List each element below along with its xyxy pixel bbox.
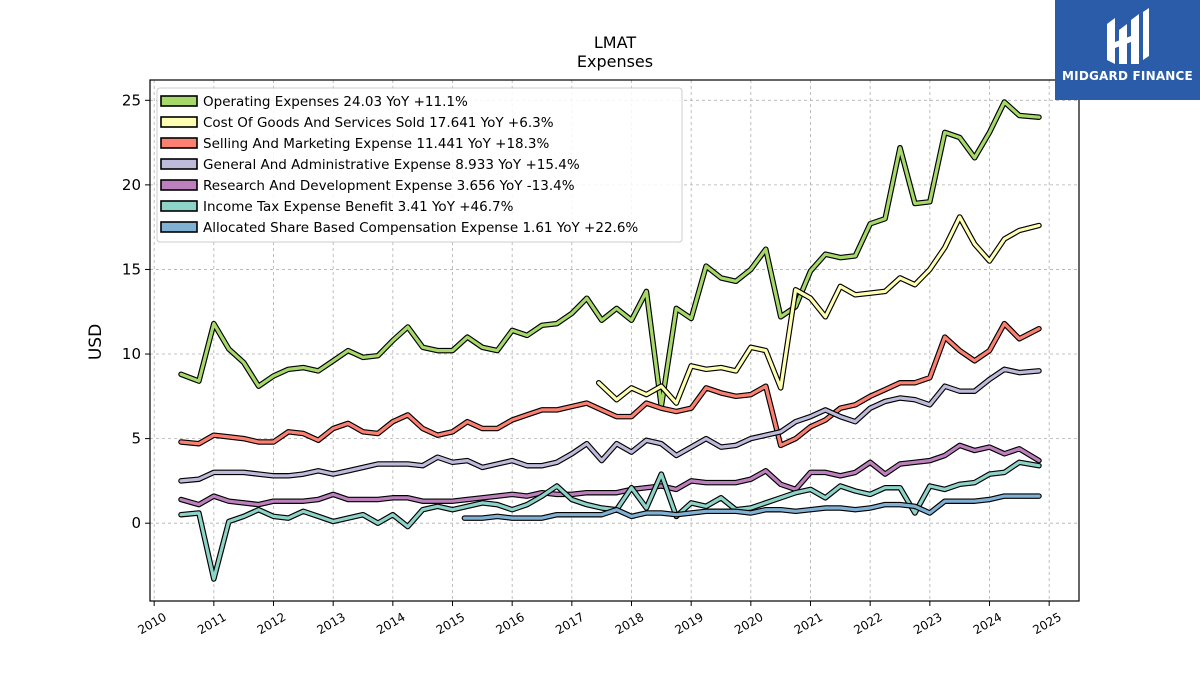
legend-swatch	[160, 158, 198, 170]
legend-swatch	[160, 95, 198, 107]
x-tick-label: 2019	[672, 610, 705, 637]
x-tick-label: 2016	[493, 610, 526, 637]
legend-label: Cost Of Goods And Services Sold 17.641 Y…	[203, 115, 554, 131]
y-tick-label: 0	[131, 514, 141, 532]
legend-swatch	[160, 137, 198, 149]
y-tick-label: 15	[122, 260, 141, 278]
legend-swatch	[160, 116, 198, 128]
chart-title: LMAT	[594, 33, 636, 52]
x-tick-label: 2022	[851, 610, 884, 637]
plot-frame	[149, 79, 1080, 602]
x-tick-label: 2010	[135, 610, 168, 637]
x-tick-label: 2024	[971, 610, 1004, 637]
legend-label: Selling And Marketing Expense 11.441 YoY…	[203, 136, 549, 152]
y-tick-label: 25	[122, 91, 141, 109]
legend-swatch	[160, 200, 198, 212]
legend-swatch	[160, 221, 198, 233]
series-line	[179, 460, 1041, 581]
series-4	[178, 442, 1042, 508]
y-tick-label: 5	[131, 430, 141, 448]
series-line	[179, 322, 1041, 447]
legend-label: Operating Expenses 24.03 YoY +11.1%	[203, 94, 468, 110]
x-tick-label: 2023	[911, 610, 944, 637]
chart-subtitle: Expenses	[577, 52, 653, 71]
x-tick-label: 2021	[792, 610, 825, 637]
series-1	[595, 214, 1042, 406]
x-tick-label: 2014	[374, 610, 407, 637]
legend-swatch	[160, 179, 198, 191]
x-tick-label: 2013	[314, 610, 347, 637]
x-tick-label: 2012	[255, 610, 288, 637]
x-tick-label: 2025	[1030, 610, 1063, 637]
logo-text: MIDGARD FINANCE	[1062, 69, 1193, 83]
legend-label: Allocated Share Based Compensation Expen…	[203, 220, 638, 236]
x-tick-label: 2017	[553, 610, 586, 637]
legend-box	[156, 87, 683, 243]
series-line	[179, 100, 1041, 409]
series-line	[597, 215, 1041, 405]
series-3	[178, 366, 1042, 484]
y-tick-label: 20	[122, 176, 141, 194]
series-6	[461, 493, 1042, 521]
series-line	[179, 367, 1041, 483]
series-0	[178, 99, 1042, 410]
series-line-outline	[178, 320, 1042, 449]
x-tick-label: 2018	[613, 610, 646, 637]
legend-label: Research And Development Expense 3.656 Y…	[203, 178, 575, 194]
x-tick-label: 2015	[434, 610, 467, 637]
series-2	[178, 320, 1042, 449]
x-tick-label: 2011	[195, 610, 228, 637]
series-line-outline	[178, 459, 1042, 582]
logo-mark-icon	[1107, 8, 1149, 64]
y-axis-label: USD	[86, 324, 106, 360]
x-tick-label: 2020	[732, 610, 765, 637]
y-tick-label: 10	[122, 345, 141, 363]
brand-logo: MIDGARD FINANCE	[1055, 0, 1200, 100]
series-line	[462, 494, 1041, 520]
legend-label: General And Administrative Expense 8.933…	[203, 157, 580, 173]
legend-label: Income Tax Expense Benefit 3.41 YoY +46.…	[203, 199, 514, 215]
series-5	[178, 459, 1042, 582]
series-line	[179, 443, 1041, 507]
